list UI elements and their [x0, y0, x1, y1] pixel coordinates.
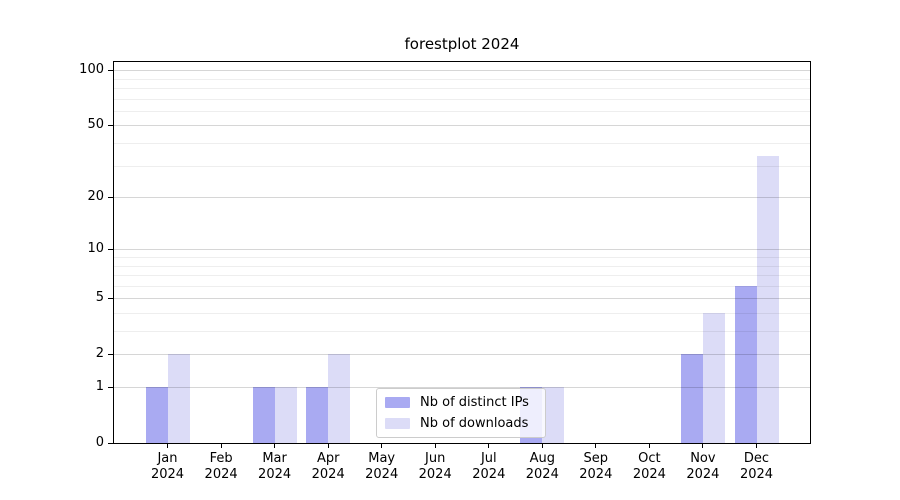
- gridline-y-3: [114, 331, 810, 332]
- y-tick-mark-0: [108, 442, 113, 444]
- bar-distinct-ips-dec: [734, 285, 757, 443]
- y-tick-mark-2: [108, 353, 113, 355]
- gridline-y-10: [114, 249, 810, 251]
- x-tick-label-nov: Nov 2024: [686, 451, 720, 482]
- x-tick-label-oct: Oct 2024: [632, 451, 666, 482]
- x-tick-label-may: May 2024: [365, 451, 399, 482]
- x-tick-mark-nov: [702, 444, 704, 448]
- plot-area: [113, 61, 811, 444]
- y-tick-label-20: 20: [87, 189, 104, 205]
- gridline-y-70: [114, 98, 810, 100]
- x-tick-label-jun: Jun 2024: [418, 451, 452, 482]
- y-tick-mark-5: [108, 297, 113, 299]
- gridline-y-80: [114, 88, 810, 89]
- gridline-y-5: [114, 298, 810, 300]
- x-tick-label-jan: Jan 2024: [150, 451, 185, 482]
- y-tick-label-0: 0: [95, 435, 104, 450]
- gridline-y-7: [114, 275, 810, 276]
- y-tick-label-1: 1: [95, 379, 104, 394]
- gridline-y-8: [114, 265, 810, 267]
- y-tick-label-10: 10: [87, 241, 104, 257]
- bar-distinct-ips-apr: [306, 387, 329, 443]
- x-tick-mark-aug: [541, 444, 543, 448]
- y-tick-mark-10: [108, 248, 113, 250]
- x-tick-mark-feb: [220, 444, 222, 448]
- x-tick-mark-apr: [327, 444, 329, 448]
- y-tick-label-100: 100: [79, 62, 104, 78]
- gridline-y-100: [114, 70, 810, 72]
- x-tick-label-jul: Jul 2024: [472, 451, 506, 482]
- legend-label-distinct-ips: Nb of distinct IPs: [420, 395, 529, 410]
- chart-title: forestplot 2024: [404, 35, 520, 53]
- y-tick-label-5: 5: [95, 290, 104, 306]
- y-tick-mark-50: [108, 124, 113, 126]
- legend: Nb of distinct IPs Nb of downloads: [376, 388, 546, 438]
- x-tick-mark-may: [381, 444, 383, 448]
- x-tick-label-sep: Sep 2024: [579, 451, 613, 482]
- x-tick-mark-oct: [648, 444, 650, 448]
- x-tick-label-feb: Feb 2024: [204, 451, 238, 482]
- x-tick-mark-dec: [756, 444, 757, 448]
- x-tick-label-dec: Dec 2024: [739, 451, 774, 482]
- gridline-y-30: [114, 165, 810, 167]
- bar-downloads-aug: [542, 387, 565, 443]
- gridline-y-60: [114, 110, 810, 112]
- legend-item-downloads: Nb of downloads: [385, 415, 537, 432]
- bar-downloads-mar: [274, 387, 297, 443]
- gridline-y-40: [114, 143, 810, 144]
- x-tick-label-mar: Mar 2024: [258, 451, 292, 482]
- bar-distinct-ips-nov: [680, 354, 703, 443]
- gridline-y-6: [114, 285, 810, 287]
- y-tick-mark-20: [108, 196, 113, 198]
- bar-distinct-ips-jan: [145, 387, 168, 443]
- y-tick-mark-100: [108, 69, 113, 71]
- x-tick-label-aug: Aug 2024: [525, 451, 559, 482]
- bar-distinct-ips-mar: [252, 387, 275, 443]
- legend-label-downloads: Nb of downloads: [420, 416, 529, 431]
- x-tick-mark-mar: [274, 444, 276, 448]
- bar-downloads-jan: [167, 354, 190, 443]
- bar-downloads-dec: [756, 155, 779, 443]
- y-tick-label-50: 50: [87, 117, 104, 133]
- gridline-y-1: [114, 387, 810, 388]
- x-tick-label-apr: Apr 2024: [311, 451, 345, 482]
- bar-downloads-nov: [702, 313, 725, 443]
- legend-item-distinct-ips: Nb of distinct IPs: [385, 394, 537, 411]
- legend-swatch-distinct-ips-icon: [385, 397, 410, 408]
- y-tick-label-2: 2: [95, 346, 104, 362]
- gridline-y-4: [114, 313, 810, 314]
- bar-downloads-apr: [328, 354, 351, 443]
- gridline-y-9: [114, 257, 810, 258]
- gridline-y-90: [114, 78, 810, 80]
- x-tick-mark-jan: [167, 444, 168, 448]
- y-tick-mark-1: [108, 386, 113, 388]
- gridline-y-20: [114, 197, 810, 199]
- x-tick-mark-sep: [595, 444, 597, 448]
- gridline-y-2: [114, 354, 810, 356]
- x-tick-mark-jun: [434, 444, 436, 448]
- legend-swatch-downloads-icon: [385, 418, 410, 429]
- x-tick-mark-jul: [488, 444, 490, 448]
- gridline-y-50: [114, 125, 810, 127]
